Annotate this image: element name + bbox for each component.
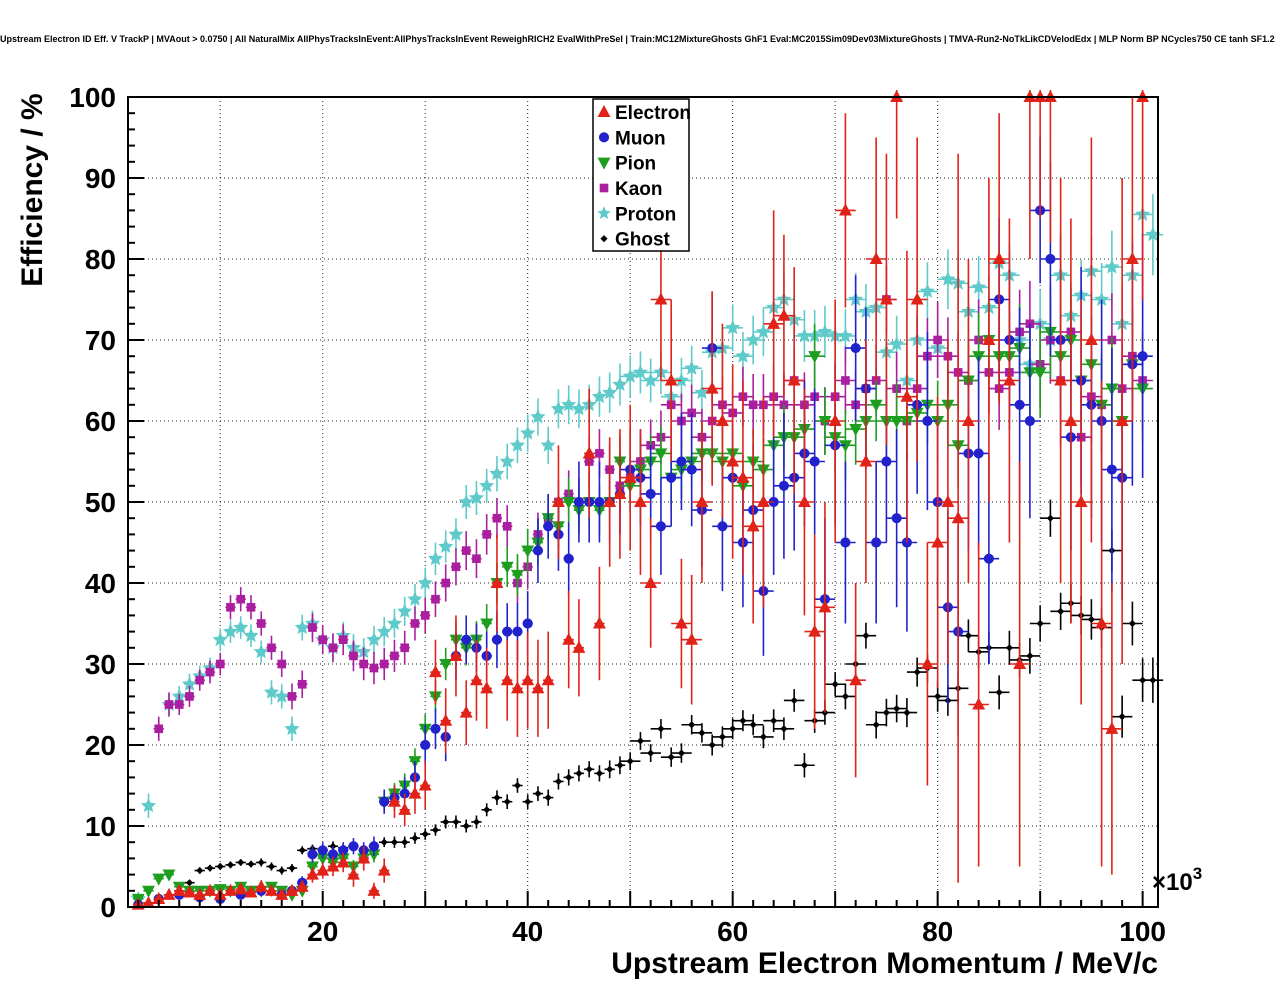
y-tick-label: 80	[85, 244, 116, 275]
y-axis-title: Efficiency / %	[16, 93, 49, 286]
y-tick-label: 40	[85, 568, 116, 599]
x-tick-label: 20	[307, 916, 338, 947]
y-tick-label: 0	[100, 892, 116, 923]
legend-item-ghost: Ghost	[600, 230, 671, 251]
x-tick-label: 40	[512, 916, 543, 947]
x-tick-label: 100	[1119, 916, 1166, 947]
legend-label: Electron	[615, 103, 691, 124]
y-tick-label: 60	[85, 406, 116, 437]
legend-label: Proton	[615, 204, 676, 225]
legend: Electron Muon Pion Kaon Proton Ghost	[592, 98, 691, 252]
x-axis: 20 40 60 80 100	[137, 891, 1166, 947]
legend-item-muon: Muon	[598, 128, 666, 149]
x-tick-label: 60	[717, 916, 748, 947]
plot-title: Upstream Electron ID Eff. V TrackP | MVA…	[0, 34, 1276, 44]
y-tick-label: 100	[69, 82, 116, 113]
series-kaon	[153, 265, 1153, 741]
series-proton	[130, 178, 1164, 906]
y-tick-label: 10	[85, 811, 116, 842]
legend-label: Kaon	[615, 179, 663, 200]
series-electron	[131, 90, 1153, 910]
y-tick-label: 30	[85, 649, 116, 680]
y-tick-label: 20	[85, 730, 116, 761]
y-axis: 0 10 20 30 40 50 60 70 80 90 100	[69, 82, 144, 923]
legend-item-proton: Proton	[597, 204, 676, 225]
y-tick-label: 50	[85, 487, 116, 518]
y-tick-label: 70	[85, 325, 116, 356]
legend-label: Muon	[615, 128, 666, 149]
legend-box	[592, 98, 690, 252]
legend-item-kaon: Kaon	[599, 179, 663, 200]
series-ghost	[133, 499, 1164, 909]
y-tick-label: 90	[85, 163, 116, 194]
legend-label: Pion	[615, 154, 656, 175]
legend-item-electron: Electron	[597, 103, 691, 124]
legend-item-pion: Pion	[597, 154, 656, 175]
x-axis-exponent: ×103	[1152, 864, 1202, 896]
x-tick-label: 80	[922, 916, 953, 947]
legend-label: Ghost	[615, 230, 671, 251]
x-axis-title: Upstream Electron Momentum / MeV/c	[611, 947, 1158, 980]
